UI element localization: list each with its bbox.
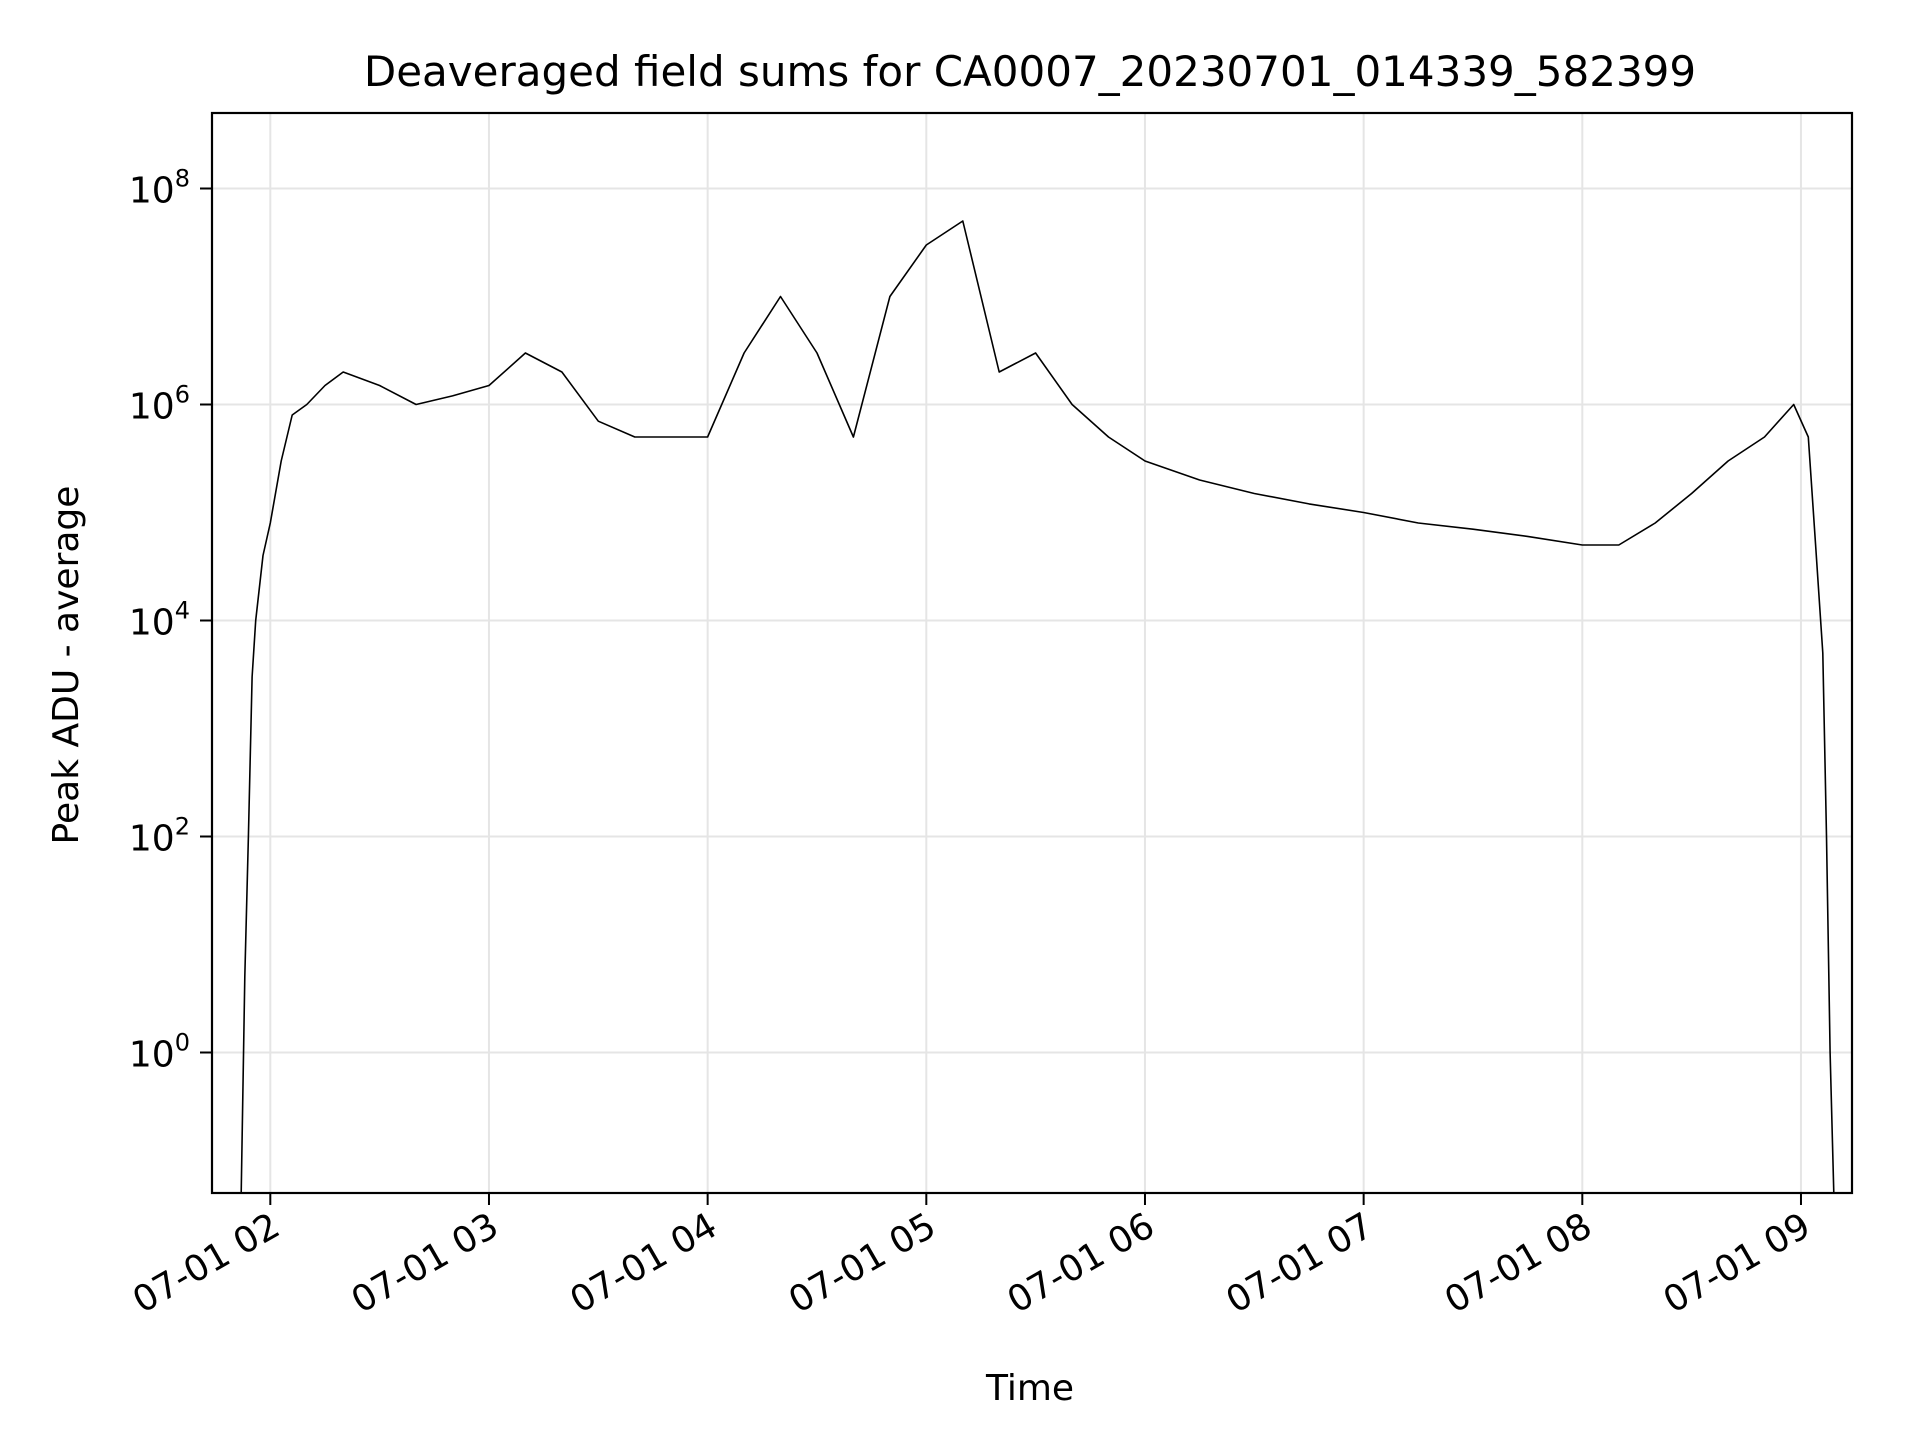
y-tick-label: 100 [129, 1028, 190, 1075]
y-tick-label: 102 [129, 812, 190, 859]
y-axis-label: Peak ADU - average [46, 486, 87, 845]
grid [212, 113, 1852, 1193]
y-tick-label: 106 [129, 380, 190, 427]
chart-title: Deaveraged field sums for CA0007_2023070… [364, 47, 1696, 96]
plot-frame [210, 111, 1854, 1195]
y-tick-label: 104 [129, 596, 190, 643]
series-group [240, 220, 1835, 1194]
x-axis-label: Time [985, 1368, 1074, 1409]
y-axis: 100 102 104 106 108 [129, 164, 212, 1075]
y-tick-label: 108 [129, 164, 190, 211]
series-line [240, 220, 1835, 1194]
